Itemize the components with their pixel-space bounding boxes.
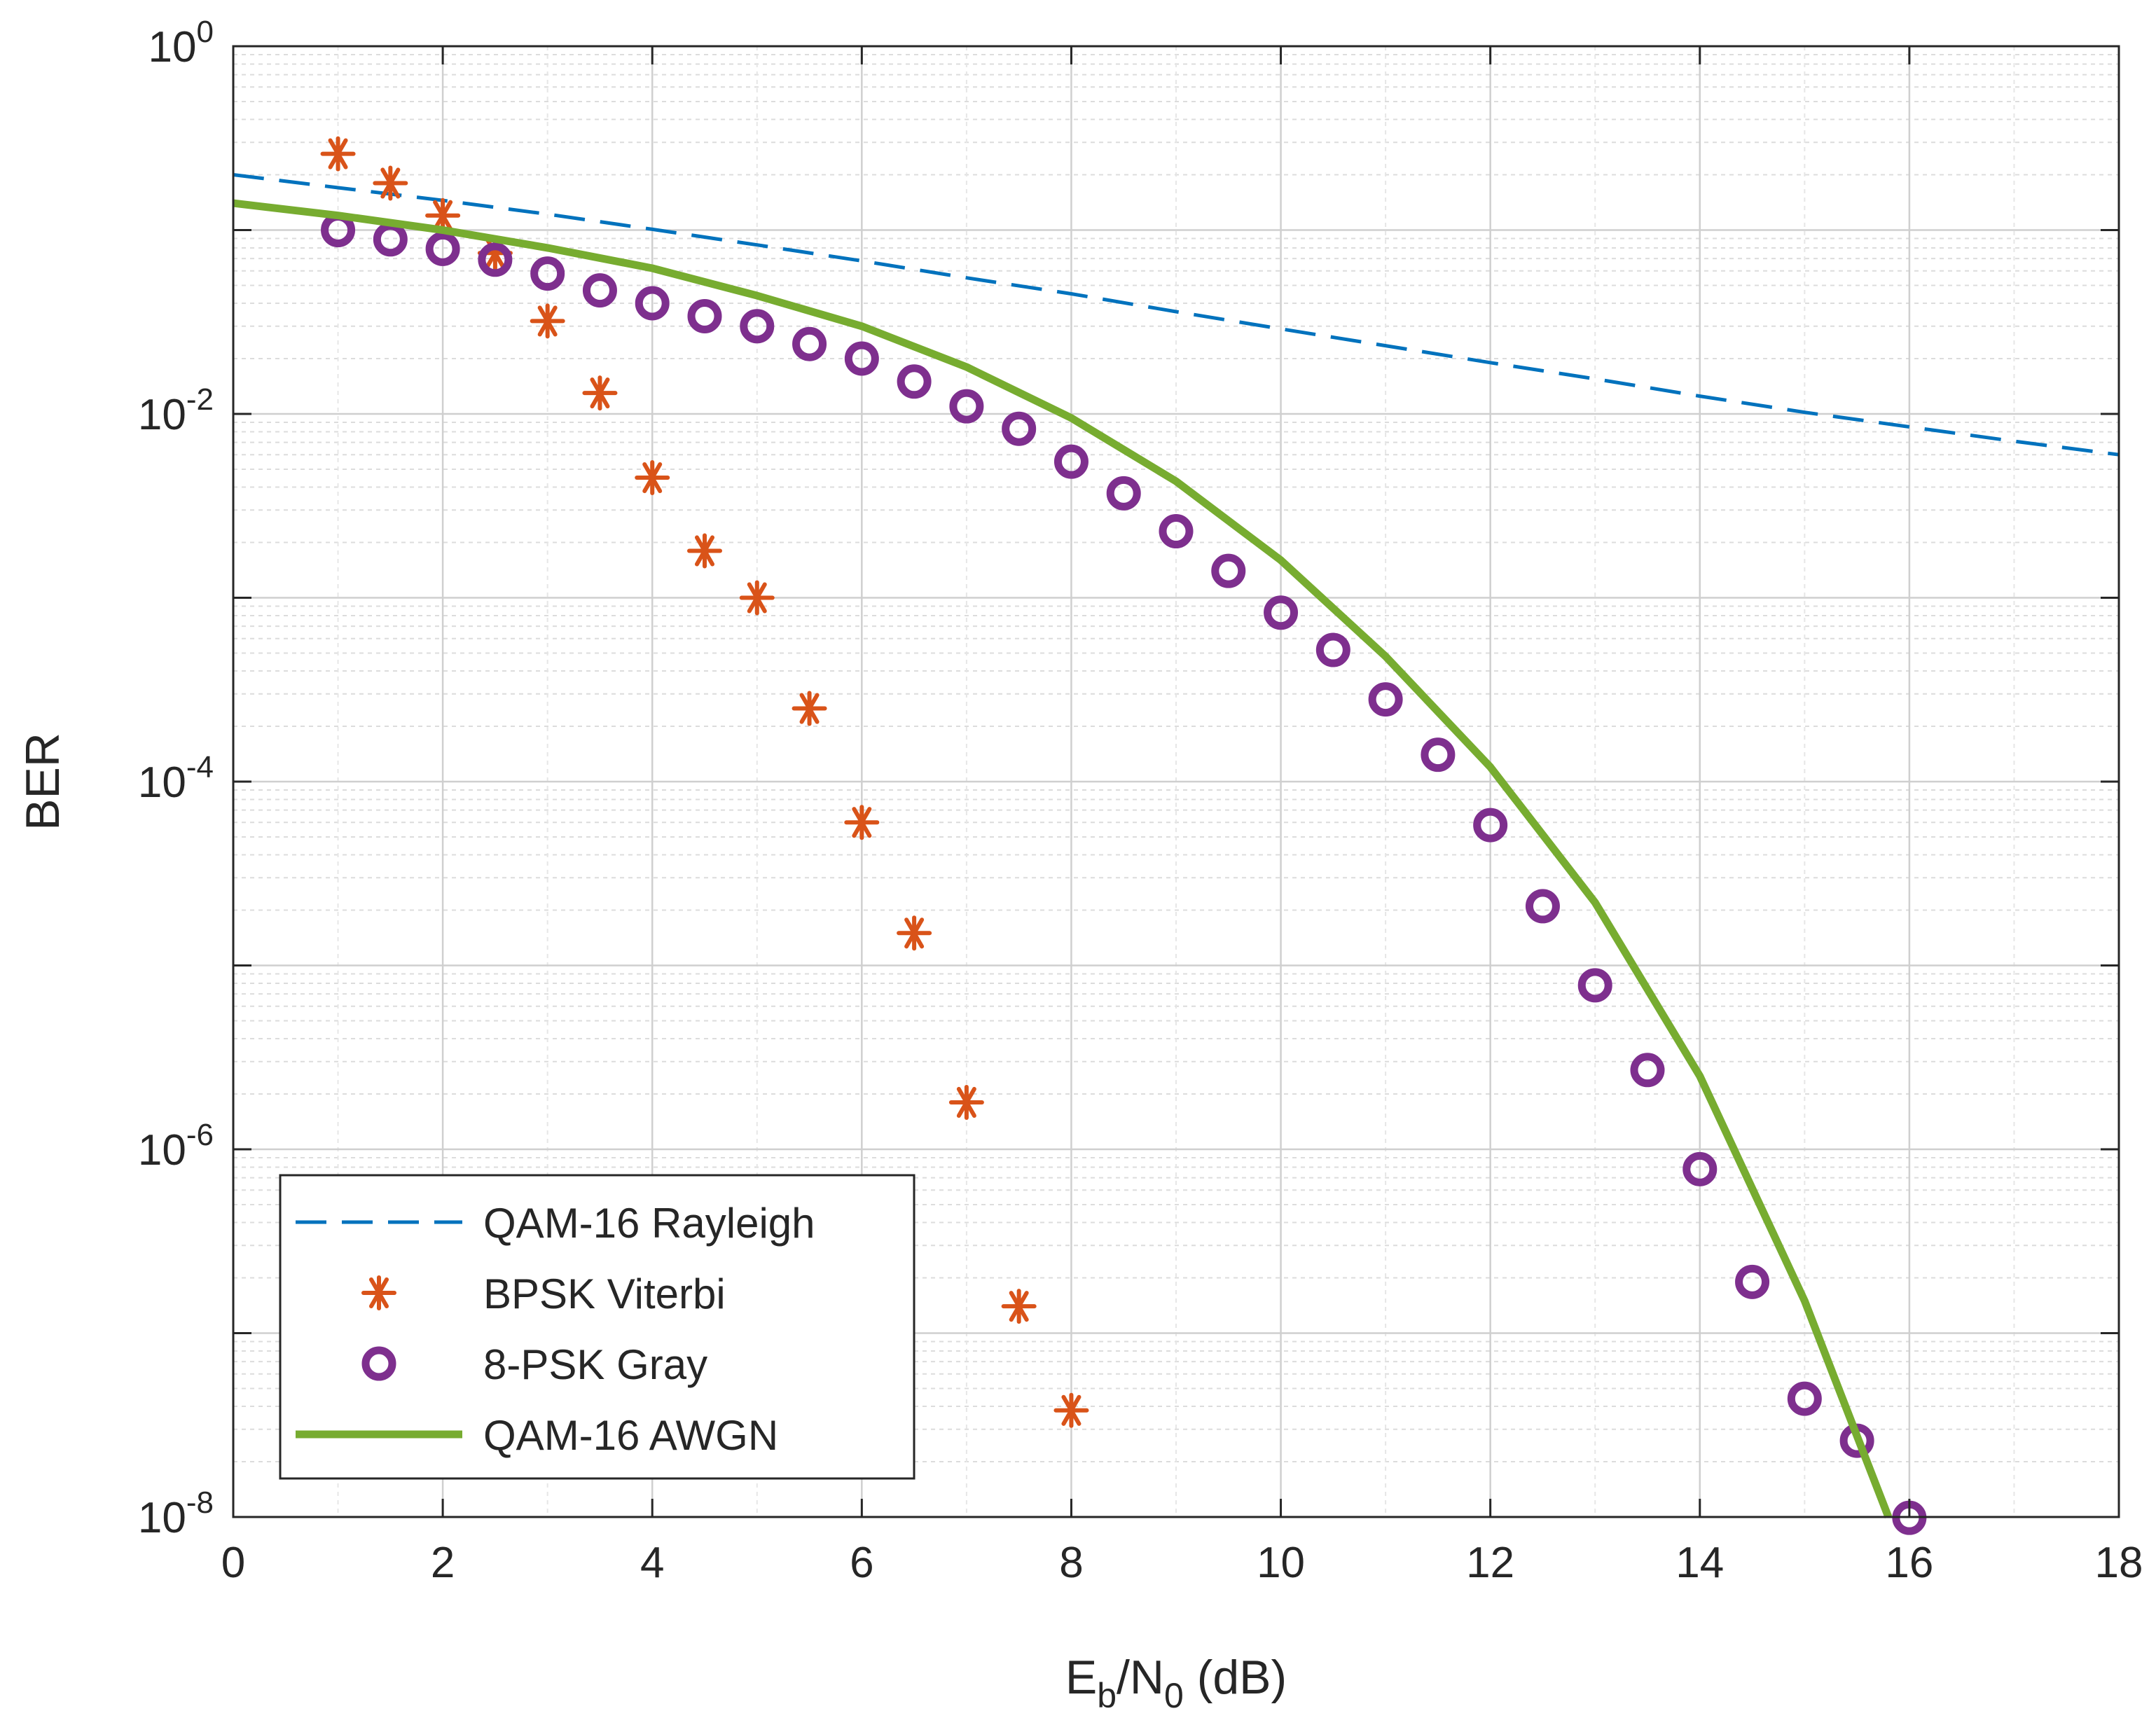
data-point-8psk <box>1368 682 1403 717</box>
y-tick-exponent: -4 <box>186 750 214 784</box>
awgn-curve <box>233 199 1893 1518</box>
data-point-viterbi <box>530 303 565 339</box>
x-axis-title-unit: (dB) <box>1184 1651 1287 1704</box>
y-tick-exponent: -6 <box>186 1118 214 1152</box>
data-point-8psk <box>740 309 775 344</box>
data-point-8psk <box>1682 1151 1718 1186</box>
x-tick-label: 6 <box>850 1539 873 1587</box>
y-tick-base: 10 <box>148 23 197 71</box>
data-point-8psk <box>1525 889 1560 924</box>
data-point-8psk <box>1264 595 1299 630</box>
legend: QAM-16 Rayleigh BPSK Viterbi 8-PSK Gray … <box>279 1174 915 1480</box>
y-tick-base: 10 <box>138 1494 186 1542</box>
x-axis-title-sub-b: b <box>1097 1676 1117 1715</box>
data-point-viterbi <box>844 805 880 840</box>
data-point-viterbi <box>739 580 775 616</box>
data-point-8psk <box>530 256 565 291</box>
legend-label-8psk: 8-PSK Gray <box>483 1341 707 1388</box>
y-tick-label: 10-6 <box>138 1118 214 1175</box>
x-axis-title-sub-0: 0 <box>1164 1676 1184 1715</box>
data-point-8psk <box>1053 444 1089 479</box>
legend-swatch-viterbi <box>361 1275 396 1310</box>
data-point-8psk <box>792 326 827 361</box>
y-tick-label: 100 <box>148 15 214 71</box>
x-tick-label: 16 <box>1885 1539 1933 1587</box>
data-point-viterbi <box>320 136 356 172</box>
data-point-8psk <box>635 286 670 321</box>
y-tick-label: 10-4 <box>138 750 214 807</box>
legend-asterisk <box>361 1275 396 1310</box>
data-point-viterbi <box>425 198 461 233</box>
data-point-viterbi <box>1053 1392 1089 1428</box>
x-tick-label: 2 <box>431 1539 455 1587</box>
series-solid <box>233 199 1893 1518</box>
data-point-8psk <box>1106 476 1141 511</box>
y-tick-base: 10 <box>138 1126 186 1175</box>
data-point-8psk <box>1630 1053 1665 1088</box>
data-point-viterbi <box>948 1084 984 1120</box>
data-point-8psk <box>1211 553 1246 588</box>
x-tick-label: 18 <box>2095 1539 2143 1587</box>
x-axis-title-n: /N <box>1117 1651 1164 1704</box>
data-point-8psk <box>1787 1381 1822 1416</box>
data-point-viterbi <box>687 533 722 569</box>
legend-label-rayleigh: QAM-16 Rayleigh <box>483 1200 815 1247</box>
data-point-viterbi <box>897 915 932 951</box>
y-tick-base: 10 <box>138 391 186 439</box>
x-tick-label: 0 <box>221 1539 245 1587</box>
x-tick-label: 12 <box>1466 1539 1514 1587</box>
x-axis-title-e: E <box>1065 1651 1097 1704</box>
axis-ticks <box>232 45 2120 1518</box>
data-point-8psk <box>1577 968 1612 1003</box>
data-point-8psk <box>1002 411 1037 446</box>
data-point-8psk <box>897 364 932 399</box>
x-tick-labels: 0 2 4 6 8 10 12 14 16 18 <box>221 1539 2143 1587</box>
y-tick-base: 10 <box>138 758 186 807</box>
data-point-viterbi <box>635 460 670 496</box>
y-tick-exponent: -8 <box>186 1485 214 1520</box>
x-axis-title: Eb/N0 (dB) <box>1065 1651 1287 1715</box>
data-point-viterbi <box>792 691 827 726</box>
data-point-8psk <box>687 298 722 333</box>
data-point-viterbi <box>373 165 408 201</box>
y-tick-label: 10-8 <box>138 1485 214 1542</box>
data-point-8psk <box>844 341 879 376</box>
data-point-8psk <box>582 273 617 308</box>
data-point-8psk <box>478 242 513 277</box>
data-point-8psk <box>1159 514 1194 549</box>
series-layer <box>233 136 2120 1535</box>
legend-box <box>279 1174 915 1480</box>
legend-label-viterbi: BPSK Viterbi <box>483 1270 726 1317</box>
legend-label-awgn: QAM-16 AWGN <box>483 1412 778 1459</box>
series-circle <box>321 213 1927 1535</box>
data-point-8psk <box>949 389 984 424</box>
data-point-8psk <box>1315 632 1350 667</box>
y-tick-label: 10-2 <box>138 382 214 439</box>
y-axis-title: BER <box>16 733 69 831</box>
y-tick-exponent: -2 <box>186 382 214 417</box>
data-point-8psk <box>1473 808 1508 843</box>
x-tick-label: 4 <box>640 1539 664 1587</box>
data-point-8psk <box>1735 1264 1770 1299</box>
series-dashed <box>233 173 2120 457</box>
legend-swatch-8psk <box>361 1346 396 1381</box>
x-tick-label: 10 <box>1257 1539 1305 1587</box>
x-tick-label: 14 <box>1675 1539 1724 1587</box>
data-point-8psk <box>1421 737 1456 773</box>
rayleigh-curve <box>233 173 2120 457</box>
y-tick-exponent: 0 <box>197 15 214 49</box>
data-point-8psk <box>425 231 460 266</box>
data-point-viterbi <box>1001 1289 1037 1324</box>
series-asterisk <box>320 136 1089 1428</box>
x-tick-label: 8 <box>1059 1539 1083 1587</box>
data-point-viterbi <box>582 375 618 411</box>
